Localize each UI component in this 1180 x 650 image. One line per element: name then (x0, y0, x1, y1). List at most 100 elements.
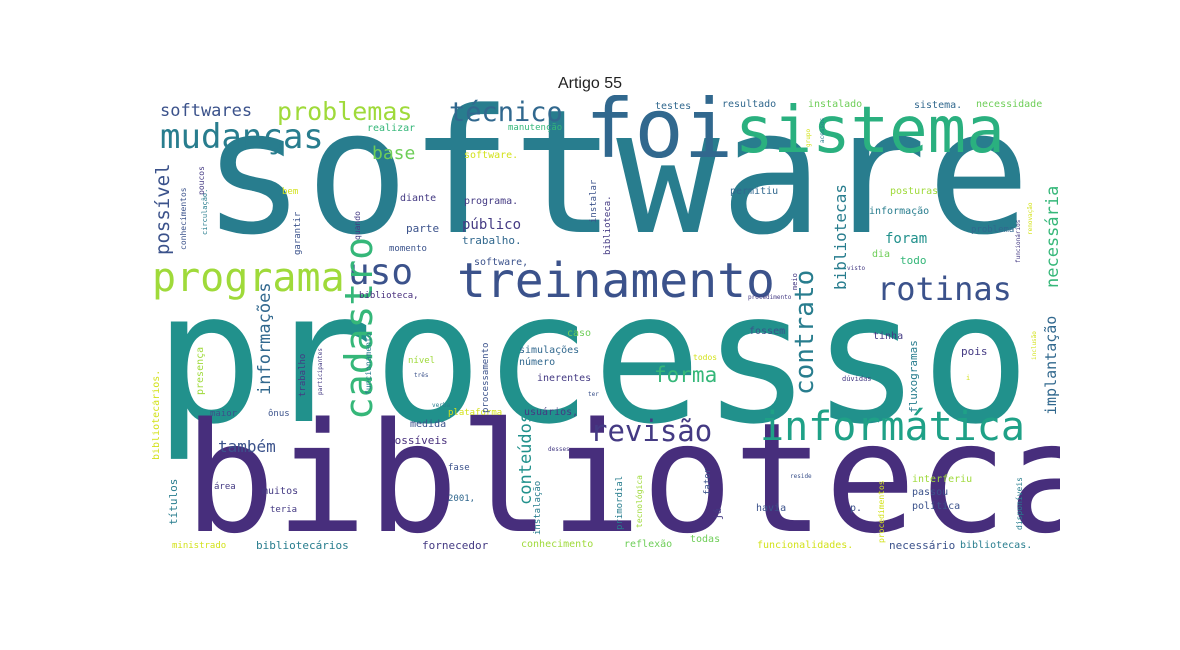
word-rotinas: rotinas (877, 270, 1012, 308)
word-conhecimentos: conhecimentos (179, 187, 188, 250)
word-problemas: problemas (277, 97, 413, 126)
word-reside: reside (790, 473, 812, 480)
word-onus: ônus (268, 409, 290, 419)
word-grupo: grupo (805, 128, 812, 147)
word-presenca: presença (195, 346, 206, 395)
word-sistema: sistema (735, 95, 1005, 168)
word-interferiu: interferiu (912, 474, 973, 485)
word-fornecedor: fornecedor (422, 539, 489, 552)
word-numero: número (519, 357, 556, 368)
word-disponiveis: disponíveis (1015, 477, 1024, 530)
word-bem: bem (282, 187, 299, 197)
word-maior: maior (210, 409, 238, 419)
word-plataforma: plataforma (448, 408, 503, 418)
word-necessario: necessário (889, 539, 956, 552)
word-tecnologica: tecnológica (635, 475, 644, 528)
word-informacoes: informações (255, 282, 275, 395)
word-problema: problema (971, 225, 1015, 235)
word-ministrado: ministrado (172, 541, 227, 551)
word-bibliotecas: bibliotecas (831, 184, 850, 290)
word-quando: quando (353, 211, 362, 240)
word-inerentes: inerentes (537, 373, 592, 384)
word-momento: momento (389, 244, 427, 254)
word-procedimento: procedimento (748, 294, 792, 301)
word-manutencao: manutenção (508, 123, 563, 133)
word-desses: desses (548, 446, 570, 453)
word-necessidade: necessidade (976, 99, 1043, 110)
word-programa: programa (152, 255, 345, 301)
word-visto: visto (847, 265, 866, 272)
word-primordial: primordial (615, 475, 625, 530)
word-sistema-dot: sistema. (914, 100, 963, 111)
word-realizar: realizar (367, 123, 416, 134)
word-foi: foi (585, 95, 734, 177)
word-circulacao: circulação. (201, 188, 209, 235)
word-ja: já (713, 507, 724, 520)
word-tambem: também (218, 437, 276, 456)
word-reflexao: reflexão (624, 539, 673, 550)
word-funcionamento: funcionamento (364, 332, 373, 395)
word-trabalho-dot: trabalho. (462, 234, 522, 247)
word-trabalho: trabalho (298, 353, 308, 397)
word-simulacoes: simulações (519, 345, 580, 356)
word-inclusao: inclusão (1031, 331, 1038, 360)
word-procedimentos: procedimentos (877, 480, 886, 543)
word-necessaria: necessária (1043, 185, 1060, 288)
word-treinamento: treinamento (457, 253, 775, 309)
word-softwares: softwares (160, 101, 253, 121)
word-conhecimento: conhecimento (521, 539, 594, 550)
word-programa-dot: programa. (464, 196, 519, 207)
word-informatica: informática (760, 404, 1025, 450)
word-funcionalidades: funcionalidades. (757, 540, 854, 551)
word-fluxogramas: fluxogramas (907, 340, 920, 413)
word-nivel: nível (408, 356, 436, 366)
word-base: base (372, 143, 416, 164)
word-parte: parte (406, 222, 440, 235)
word-uso: uso (348, 252, 414, 293)
word-renovacao: renovação (1027, 202, 1034, 235)
word-instalar: instalar (589, 179, 599, 223)
word-medida: medida (410, 419, 447, 430)
word-resultado: resultado (722, 99, 777, 110)
word-processo: processo (154, 252, 1031, 464)
word-software-dot: software. (464, 150, 519, 161)
word-informacao: informação (869, 206, 930, 217)
word-revisao: revisão (590, 414, 713, 448)
word-permitiu: permitiu (730, 186, 779, 197)
word-todos: todos (693, 353, 718, 362)
word-fator: fator (703, 467, 713, 495)
word-garantir: garantir (293, 211, 303, 255)
word-possiveis: possíveis (388, 434, 448, 447)
word-bibliotecas-dot: bibliotecas. (960, 540, 1033, 551)
word-tinha: tinha (873, 331, 904, 342)
word-foram: foram (885, 231, 928, 247)
word-forma: forma (654, 363, 718, 387)
word-teria: teria (270, 505, 298, 515)
word-dia: dia (872, 249, 891, 260)
word-tecnico: técnico (449, 97, 563, 128)
word-tres: três (414, 372, 429, 379)
word-usuarios: usuários, (524, 407, 579, 418)
word-instalado: instalado (808, 99, 863, 110)
word-ter: ter (588, 391, 599, 398)
word-testes: testes (655, 101, 692, 112)
chart-title: Artigo 55 (557, 75, 623, 92)
word-meio: meio (791, 273, 799, 290)
word-caso: caso (567, 328, 592, 339)
word-p: p. (850, 503, 863, 514)
word-politica: política (912, 501, 961, 512)
word-bibliotecarios-dot: bibliotecários. (152, 369, 162, 460)
word-diante: diante (400, 193, 437, 204)
word-funcionarios: funcionários (1015, 219, 1022, 263)
word-titulos: títulos (167, 478, 180, 525)
word-todas: todas (690, 534, 721, 545)
word-passou: passou (912, 487, 949, 498)
word-software: software (202, 95, 1031, 273)
word-duvidas: dúvidas (842, 375, 872, 383)
word-havia: havia (756, 503, 787, 514)
word-bibliotecarios: bibliotecários (256, 539, 349, 552)
word-biblioteca-dot: biblioteca. (603, 195, 613, 255)
word-instalacao: instalação (533, 480, 543, 535)
word-i: i (966, 374, 971, 382)
word-software-comma: software, (474, 257, 529, 268)
